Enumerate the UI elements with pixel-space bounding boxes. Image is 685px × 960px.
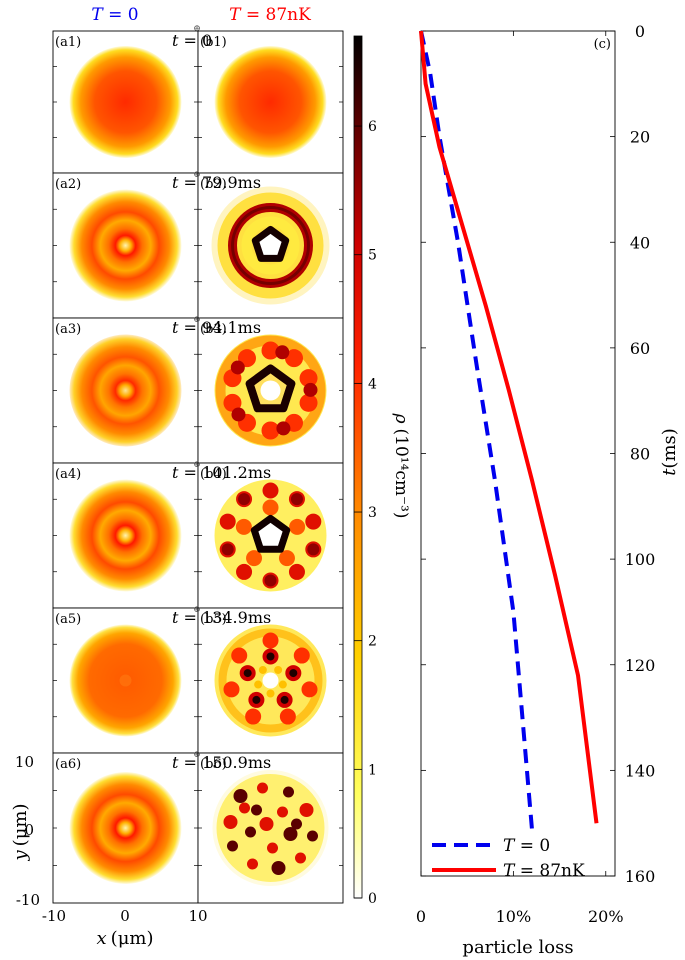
svg-text:⊕: ⊕: [193, 315, 201, 325]
panel-label-b4: (b4): [200, 467, 227, 482]
c-ytick-60: 60: [630, 339, 650, 358]
panel-c: (c) 0 20 40 60 80 100 120 140 160 0 10% 20% particl…: [416, 22, 680, 958]
panel-label-b5: (b5): [200, 612, 227, 627]
time-label-1: t = 0: [172, 31, 212, 50]
svg-text:⊕: ⊕: [193, 460, 201, 470]
x-tick-10: 10: [188, 907, 207, 925]
time-label-2: t = 79.9ms: [172, 173, 261, 192]
y-tick-0: 0: [24, 821, 34, 839]
panel-c-series: [419, 30, 599, 829]
y-tick-10: 10: [15, 753, 34, 771]
panel-c-x-label: particle loss: [462, 937, 573, 958]
c-ytick-80: 80: [630, 445, 650, 464]
panel-a4: (a4): [52, 462, 199, 609]
panel-b5: (b5): [197, 607, 344, 754]
panel-label-a5: (a5): [55, 612, 81, 627]
panel-a2: (a2): [52, 172, 199, 319]
panel-a1: (a1): [52, 30, 199, 174]
colorbar-tick-3: 3: [368, 505, 377, 521]
c-ytick-0: 0: [635, 22, 645, 41]
colorbar-tick-4: 4: [368, 376, 377, 392]
x-tick-0: 0: [120, 907, 130, 925]
c-ytick-140: 140: [625, 761, 656, 780]
panel-b3: (b3): [197, 317, 344, 464]
colorbar-tick-6: 6: [368, 119, 377, 135]
y-tick-neg10: -10: [16, 891, 40, 909]
panel-label-a6: (a6): [55, 757, 81, 772]
panel-b6: (b6): [197, 752, 344, 904]
c-ytick-160: 160: [625, 867, 656, 886]
panel-label-a4: (a4): [55, 467, 81, 482]
legend: T = 0 T = 87nK: [432, 836, 585, 881]
colorbar-tick-0: 0: [368, 891, 377, 907]
header-t87: T = 87nK: [229, 5, 311, 25]
panel-a3: (a3): [52, 317, 199, 464]
colorbar-tick-1: 1: [368, 762, 377, 778]
panel-b2: (b2): [197, 172, 344, 319]
time-label-6: t = 150.9ms: [172, 753, 271, 772]
panel-c-ticks: 0 20 40 60 80 100 120 140 160 0 10% 20%: [416, 22, 655, 926]
panel-b4: (b4): [197, 462, 344, 609]
panel-label-b1: (b1): [200, 35, 227, 50]
x-tick-neg10: -10: [42, 907, 66, 925]
panel-c-y-label: t(ms): [659, 428, 680, 476]
c-xtick-2: 20%: [588, 907, 624, 926]
svg-text:⊕: ⊕: [193, 24, 201, 34]
panel-b1: (b1): [197, 30, 344, 174]
panel-label-a3: (a3): [55, 322, 81, 337]
legend-label-t0: T = 0: [503, 836, 550, 856]
c-ytick-40: 40: [630, 233, 650, 252]
colorbar-ticks: 0 1 2 3 4 5 6: [354, 119, 377, 907]
c-ytick-20: 20: [630, 128, 650, 147]
panel-label-b3: (b3): [200, 322, 227, 337]
series-line-1: [419, 30, 599, 824]
panel-label-a2: (a2): [55, 177, 81, 192]
svg-text:⊕: ⊕: [193, 170, 201, 180]
panel-a6: (a6): [52, 752, 199, 904]
panel-c-label: (c): [594, 37, 611, 52]
svg-text:⊕: ⊕: [193, 750, 201, 760]
colorbar: 0 1 2 3 4 5 6 ρ(10¹⁴cm⁻³): [353, 35, 411, 907]
colorbar-gradient: [353, 35, 363, 899]
panel-label-b6: (b6): [200, 757, 227, 772]
panel-label-a1: (a1): [55, 35, 81, 50]
c-ytick-100: 100: [625, 550, 656, 569]
colorbar-tick-2: 2: [368, 634, 377, 650]
c-ytick-120: 120: [625, 656, 656, 675]
panel-a5: (a5): [52, 607, 199, 754]
series-line-0: [419, 30, 534, 829]
density-panel-grid: (a1) (b1)t = 0⊕(a2) (b2)t = 79.9ms⊕(a3) (b3…: [52, 24, 344, 904]
time-label-4: t = 101.2ms: [172, 463, 271, 482]
panel-label-b2: (b2): [200, 177, 227, 192]
x-axis-label: x (μm): [97, 928, 154, 949]
svg-text:⊕: ⊕: [193, 605, 201, 615]
colorbar-tick-5: 5: [368, 248, 377, 264]
colorbar-label: ρ(10¹⁴cm⁻³): [391, 413, 411, 519]
time-label-3: t = 94.1ms: [172, 318, 261, 337]
c-xtick-1: 10%: [496, 907, 532, 926]
time-label-5: t = 134.9ms: [172, 608, 271, 627]
legend-label-t87: T = 87nK: [503, 861, 585, 881]
y-axis-label: y(μm): [10, 804, 31, 862]
header-t0: T = 0: [91, 5, 138, 25]
c-xtick-0: 0: [416, 907, 426, 926]
